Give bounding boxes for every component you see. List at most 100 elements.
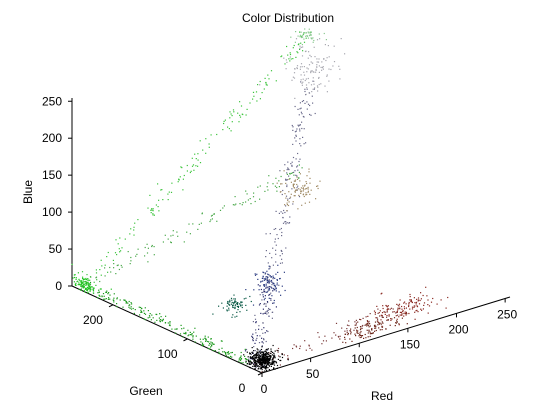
scatter-point xyxy=(299,108,301,110)
scatter-point xyxy=(105,298,107,300)
scatter-point xyxy=(377,321,379,324)
scatter-point xyxy=(234,196,236,198)
scatter-point xyxy=(293,344,295,346)
scatter-point xyxy=(133,229,135,231)
scatter-point xyxy=(256,352,258,354)
scatter-point xyxy=(292,58,294,60)
scatter-point xyxy=(265,256,267,258)
scatter-point xyxy=(183,241,185,243)
scatter-point xyxy=(355,335,357,337)
scatter-point xyxy=(273,356,275,358)
scatter-point xyxy=(261,363,263,365)
scatter-point xyxy=(239,116,242,118)
scatter-point xyxy=(268,294,270,296)
scatter-point xyxy=(262,342,264,344)
scatter-point xyxy=(284,289,286,292)
scatter-point xyxy=(87,291,89,293)
scatter-point xyxy=(268,78,270,80)
scatter-point xyxy=(301,167,303,169)
scatter-point xyxy=(74,274,76,276)
scatter-point xyxy=(283,170,285,172)
scatter-point xyxy=(312,71,314,73)
scatter-point xyxy=(295,56,297,58)
scatter-point xyxy=(90,286,92,288)
scatter-point xyxy=(198,223,200,225)
scatter-point xyxy=(299,45,301,47)
scatter-point xyxy=(313,39,315,42)
scatter-point xyxy=(281,353,283,356)
scatter-point xyxy=(332,65,334,67)
scatter-point xyxy=(310,84,313,86)
scatter-point xyxy=(267,353,269,355)
scatter-point xyxy=(268,175,270,177)
scatter-point xyxy=(286,179,288,181)
scatter-point xyxy=(269,280,271,282)
scatter-point xyxy=(115,239,117,241)
scatter-point xyxy=(255,357,257,359)
scatter-point xyxy=(129,263,131,265)
scatter-point xyxy=(264,190,266,192)
scatter-point xyxy=(153,214,155,216)
scatter-point xyxy=(253,95,255,97)
scatter-point xyxy=(356,326,358,329)
scatter-point xyxy=(369,313,371,315)
scatter-point xyxy=(262,280,264,282)
scatter-point xyxy=(232,204,234,206)
scatter-point xyxy=(340,38,342,40)
scatter-point xyxy=(413,306,415,308)
scatter-point xyxy=(259,80,261,83)
scatter-point xyxy=(365,316,367,318)
scatter-point xyxy=(356,331,358,333)
scatter-point xyxy=(280,211,282,213)
scatter-point xyxy=(91,286,93,288)
scatter-point xyxy=(239,114,241,116)
scatter-point xyxy=(263,362,265,364)
scatter-point xyxy=(415,303,417,305)
scatter-point xyxy=(399,314,401,316)
scatter-point xyxy=(234,302,236,304)
scatter-point xyxy=(258,367,260,369)
scatter-point xyxy=(265,81,267,84)
scatter-point xyxy=(240,355,242,357)
scatter-point xyxy=(272,287,274,290)
scatter-point xyxy=(278,291,280,293)
scatter-point xyxy=(377,308,379,310)
scatter-point xyxy=(85,284,87,286)
scatter-point xyxy=(161,189,163,191)
scatter-point xyxy=(294,195,296,197)
scatter-point xyxy=(202,344,204,346)
scatter-point xyxy=(289,52,291,54)
scatter-point xyxy=(285,59,287,61)
scatter-point xyxy=(245,114,247,116)
scatter-point xyxy=(86,274,88,276)
scatter-point xyxy=(246,363,248,365)
scatter-point xyxy=(259,359,261,361)
scatter-point xyxy=(230,297,233,299)
scatter-point xyxy=(272,302,274,304)
scatter-point xyxy=(293,44,295,47)
scatter-point xyxy=(183,327,185,329)
scatter-point xyxy=(229,111,231,113)
scatter-point xyxy=(369,323,371,325)
scatter-point xyxy=(197,153,199,155)
scatter-point xyxy=(400,311,402,313)
scatter-point xyxy=(396,321,398,323)
scatter-point xyxy=(174,328,176,330)
scatter-point xyxy=(300,111,302,113)
scatter-point xyxy=(270,279,273,282)
scatter-point xyxy=(273,299,275,302)
scatter-point xyxy=(208,344,210,346)
scatter-point xyxy=(216,133,218,136)
scatter-point xyxy=(226,302,229,304)
scatter-point xyxy=(263,366,265,368)
scatter-point xyxy=(89,283,92,285)
scatter-point xyxy=(299,102,301,104)
scatter-point xyxy=(310,70,312,72)
scatter-point xyxy=(300,31,302,33)
scatter-point xyxy=(124,299,126,301)
scatter-point xyxy=(273,357,275,359)
scatter-point xyxy=(307,190,309,192)
scatter-point xyxy=(295,31,297,33)
scatter-point xyxy=(271,287,273,289)
